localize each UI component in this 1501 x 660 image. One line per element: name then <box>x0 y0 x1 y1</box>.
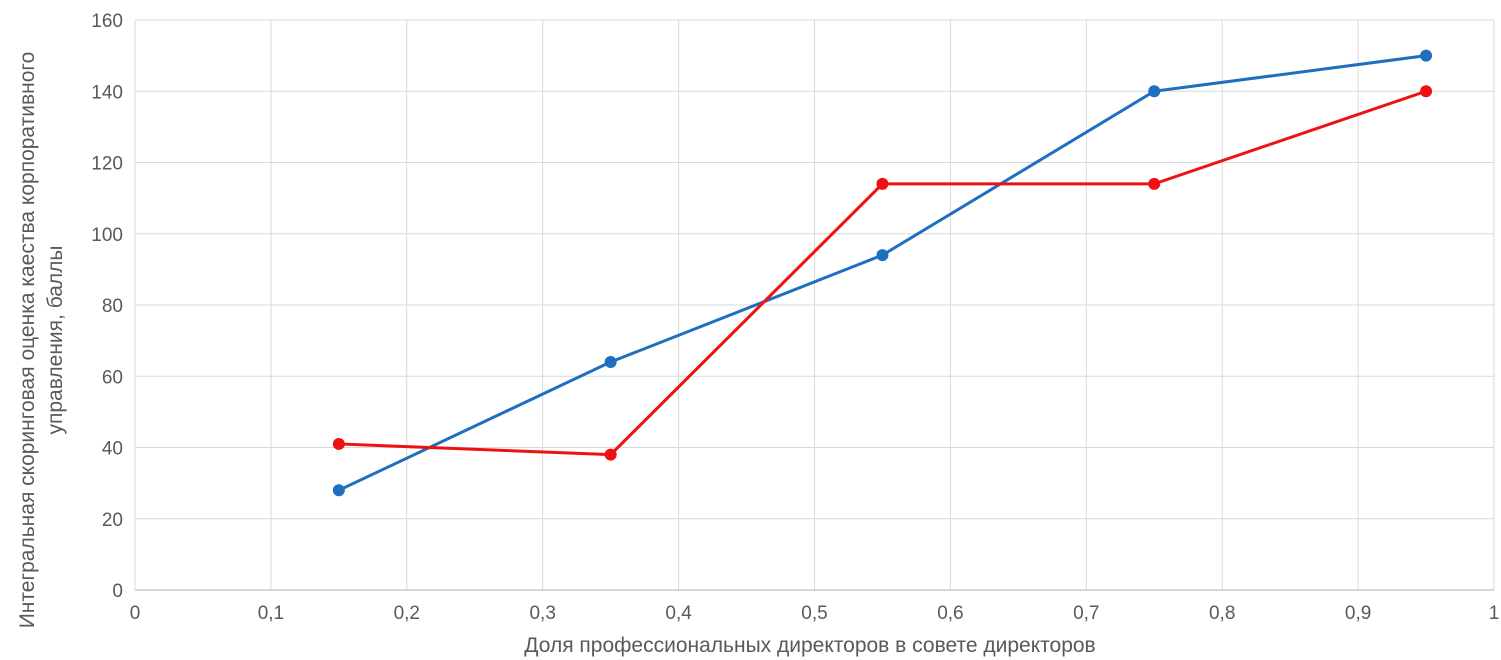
series-layer <box>332 49 1433 497</box>
y-tick-label: 160 <box>91 11 123 32</box>
series-2-point <box>1420 85 1433 98</box>
x-tick-label: 0,8 <box>1209 603 1235 624</box>
series-1-point <box>332 484 345 497</box>
y-tick-label: 120 <box>91 154 123 175</box>
x-tick-label: 0,9 <box>1345 603 1371 624</box>
y-tick-label: 40 <box>102 439 123 460</box>
y-tick-label: 80 <box>102 296 123 317</box>
x-tick-label: 0,4 <box>665 603 692 624</box>
series-1-point <box>876 249 889 262</box>
x-tick-label: 0 <box>130 603 141 624</box>
x-tick-label: 0,7 <box>1073 603 1099 624</box>
y-axis-title-line-1: Интегральная скоринговая оценка каества … <box>16 52 39 629</box>
series-2 <box>332 85 1433 461</box>
x-tick-label: 1 <box>1489 603 1500 624</box>
axes <box>134 20 1494 591</box>
tick-labels: 0 20 40 60 80 100 120 140 160 0 0,1 0,2 0,3 0,4 0,5 0,6… <box>91 11 1499 624</box>
series-1-point <box>1148 85 1161 98</box>
series-1 <box>332 49 1433 497</box>
y-tick-label: 20 <box>102 510 123 531</box>
y-axis-title-line-2: управления, баллы <box>44 245 67 434</box>
series-2-point <box>604 448 617 461</box>
x-tick-label: 0,3 <box>529 603 555 624</box>
series-2-point <box>876 177 889 190</box>
series-1-line <box>337 54 1428 492</box>
series-1-point <box>1420 49 1433 62</box>
series-1-point <box>604 356 617 368</box>
y-tick-label: 60 <box>102 367 123 388</box>
y-tick-label: 100 <box>91 225 123 246</box>
x-tick-label: 0,5 <box>801 603 827 624</box>
y-tick-label: 140 <box>91 82 123 103</box>
x-tick-label: 0,6 <box>937 603 963 624</box>
y-axis-title: Интегральная скоринговая оценка каества … <box>16 52 67 629</box>
x-tick-label: 0,2 <box>394 603 420 624</box>
x-tick-label: 0,1 <box>258 603 284 624</box>
y-tick-label: 0 <box>112 581 123 602</box>
series-2-line <box>337 89 1428 457</box>
series-2-point <box>1148 177 1161 190</box>
x-axis-title: Доля профессиональных директоров в совет… <box>524 634 1095 657</box>
series-2-point <box>332 437 345 450</box>
grid <box>135 19 1495 590</box>
